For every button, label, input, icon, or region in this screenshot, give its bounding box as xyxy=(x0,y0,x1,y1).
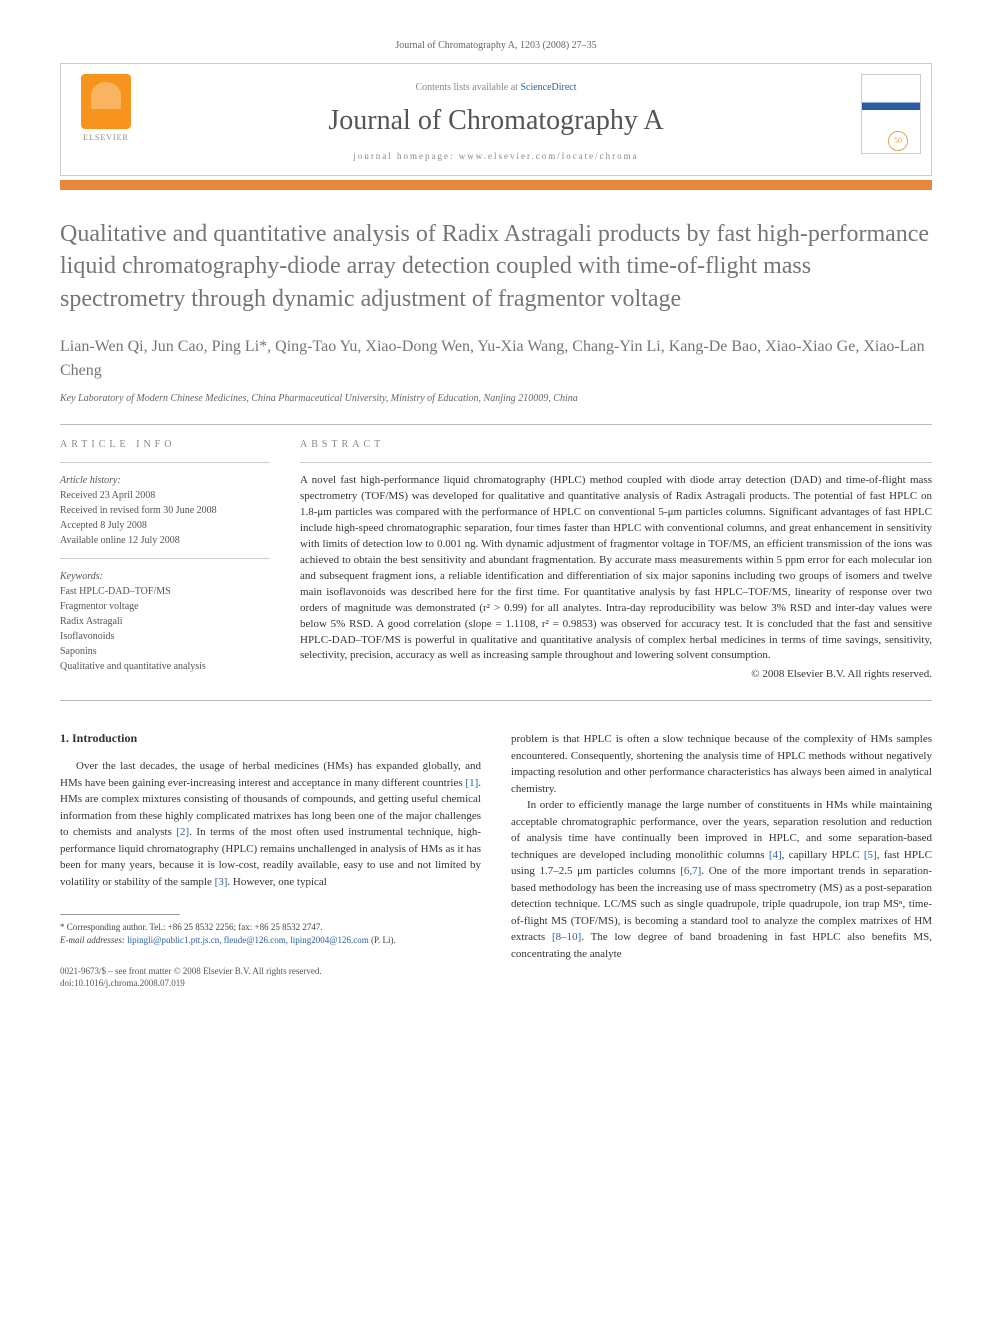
article-info-label: ARTICLE INFO xyxy=(60,439,270,450)
citation-link[interactable]: [8–10] xyxy=(552,931,581,943)
paragraph: problem is that HPLC is often a slow tec… xyxy=(511,731,932,797)
affiliation: Key Laboratory of Modern Chinese Medicin… xyxy=(60,393,932,404)
homepage-url: www.elsevier.com/locate/chroma xyxy=(459,151,639,161)
divider-bar xyxy=(60,180,932,190)
body-columns: 1. Introduction Over the last decades, t… xyxy=(60,731,932,989)
citation-link[interactable]: [1] xyxy=(465,777,478,789)
section-heading: 1. Introduction xyxy=(60,731,481,746)
citation-link[interactable]: [6,7] xyxy=(680,865,701,877)
keywords-block: Keywords: Fast HPLC-DAD–TOF/MS Fragmento… xyxy=(60,569,270,674)
article-title: Qualitative and quantitative analysis of… xyxy=(60,218,932,315)
publisher-logo: ELSEVIER xyxy=(71,74,141,154)
email-suffix: (P. Li). xyxy=(369,935,396,945)
sciencedirect-link[interactable]: ScienceDirect xyxy=(520,82,576,93)
keyword: Qualitative and quantitative analysis xyxy=(60,659,270,674)
section-title: Introduction xyxy=(72,731,137,745)
email-links[interactable]: lipingli@public1.ptt.js.cn, fleude@126.c… xyxy=(125,935,369,945)
page-footer: 0021-9673/$ – see front matter © 2008 El… xyxy=(60,965,481,990)
divider xyxy=(300,462,932,463)
anniversary-badge: 50 xyxy=(888,131,908,151)
divider xyxy=(60,424,932,425)
info-abstract-row: ARTICLE INFO Article history: Received 2… xyxy=(60,439,932,680)
footnote-separator xyxy=(60,914,180,915)
divider xyxy=(60,462,270,463)
homepage-line: journal homepage: www.elsevier.com/locat… xyxy=(161,151,831,161)
author-list: Lian-Wen Qi, Jun Cao, Ping Li*, Qing-Tao… xyxy=(60,335,932,383)
keyword: Fragmentor voltage xyxy=(60,599,270,614)
citation-link[interactable]: [5] xyxy=(864,849,877,861)
elsevier-tree-icon xyxy=(81,74,131,129)
revised-date: Received in revised form 30 June 2008 xyxy=(60,503,270,518)
abstract-copyright: © 2008 Elsevier B.V. All rights reserved… xyxy=(300,668,932,680)
abstract-text: A novel fast high-performance liquid chr… xyxy=(300,473,932,664)
paragraph: In order to efficiently manage the large… xyxy=(511,797,932,962)
doi-line: doi:10.1016/j.chroma.2008.07.019 xyxy=(60,977,481,990)
received-date: Received 23 April 2008 xyxy=(60,488,270,503)
keywords-heading: Keywords: xyxy=(60,569,270,584)
citation-link[interactable]: [4] xyxy=(769,849,782,861)
keyword: Fast HPLC-DAD–TOF/MS xyxy=(60,584,270,599)
header-box: ELSEVIER 50 Contents lists available at … xyxy=(60,63,932,176)
homepage-prefix: journal homepage: xyxy=(353,151,458,161)
online-date: Available online 12 July 2008 xyxy=(60,533,270,548)
right-column: problem is that HPLC is often a slow tec… xyxy=(511,731,932,989)
publisher-name: ELSEVIER xyxy=(83,133,129,142)
journal-reference: Journal of Chromatography A, 1203 (2008)… xyxy=(60,40,932,51)
article-info-column: ARTICLE INFO Article history: Received 2… xyxy=(60,439,270,680)
abstract-label: ABSTRACT xyxy=(300,439,932,450)
footnote-line: E-mail addresses: lipingli@public1.ptt.j… xyxy=(60,934,481,947)
article-history: Article history: Received 23 April 2008 … xyxy=(60,473,270,548)
journal-cover-thumbnail: 50 xyxy=(861,74,921,154)
email-label: E-mail addresses: xyxy=(60,935,125,945)
abstract-column: ABSTRACT A novel fast high-performance l… xyxy=(300,439,932,680)
citation-link[interactable]: [2] xyxy=(176,826,189,838)
copyright-line: 0021-9673/$ – see front matter © 2008 El… xyxy=(60,965,481,978)
text-run: . However, one typical xyxy=(227,876,326,888)
section-number: 1. xyxy=(60,731,69,745)
left-column: 1. Introduction Over the last decades, t… xyxy=(60,731,481,989)
divider xyxy=(60,558,270,559)
accepted-date: Accepted 8 July 2008 xyxy=(60,518,270,533)
contents-line: Contents lists available at ScienceDirec… xyxy=(161,82,831,93)
text-run: , capillary HPLC xyxy=(782,849,864,861)
paragraph: Over the last decades, the usage of herb… xyxy=(60,758,481,890)
keyword: Radix Astragali xyxy=(60,614,270,629)
corresponding-author-footnote: * Corresponding author. Tel.: +86 25 853… xyxy=(60,921,481,946)
contents-prefix: Contents lists available at xyxy=(415,82,520,93)
divider xyxy=(60,700,932,701)
citation-link[interactable]: [3] xyxy=(215,876,228,888)
history-heading: Article history: xyxy=(60,473,270,488)
footnote-line: * Corresponding author. Tel.: +86 25 853… xyxy=(60,921,481,934)
keyword: Saponins xyxy=(60,644,270,659)
keyword: Isoflavonoids xyxy=(60,629,270,644)
journal-title: Journal of Chromatography A xyxy=(161,105,831,137)
text-run: Over the last decades, the usage of herb… xyxy=(60,760,481,789)
